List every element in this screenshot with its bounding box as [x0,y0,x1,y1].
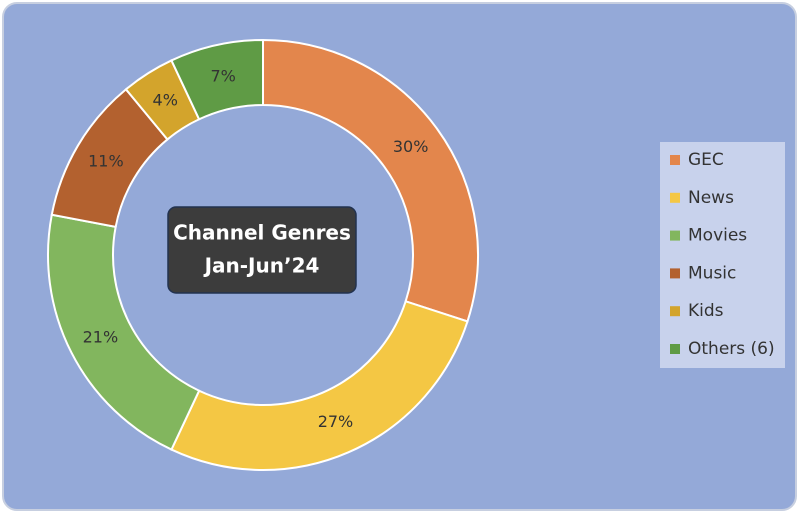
data-label: 7% [210,66,235,85]
data-label: 27% [318,412,354,431]
slice [170,38,264,121]
legend-swatch [670,155,680,165]
legend-swatch [670,192,680,203]
legend-swatch [670,306,680,317]
legend-label: GEC [688,150,724,170]
data-label: 30% [393,137,429,156]
slice [170,300,469,471]
slice [262,38,479,323]
data-label: 11% [88,152,124,171]
chart-subtitle: Jan-Jun’24 [203,254,320,278]
chart-title: Channel Genres [173,221,351,245]
legend-swatch [670,344,680,354]
legend [660,142,785,368]
donut [47,38,479,471]
legend-label: Movies [688,226,747,246]
center-box [167,206,357,294]
legend-label: News [688,188,734,208]
legend-swatch [670,230,680,241]
legend-label: Kids [688,301,724,321]
legend-swatch [670,268,680,279]
data-label: 4% [153,90,178,109]
data-label: 21% [83,327,119,346]
legend-label: Music [688,263,736,283]
legend-label: Others (6) [688,339,775,359]
